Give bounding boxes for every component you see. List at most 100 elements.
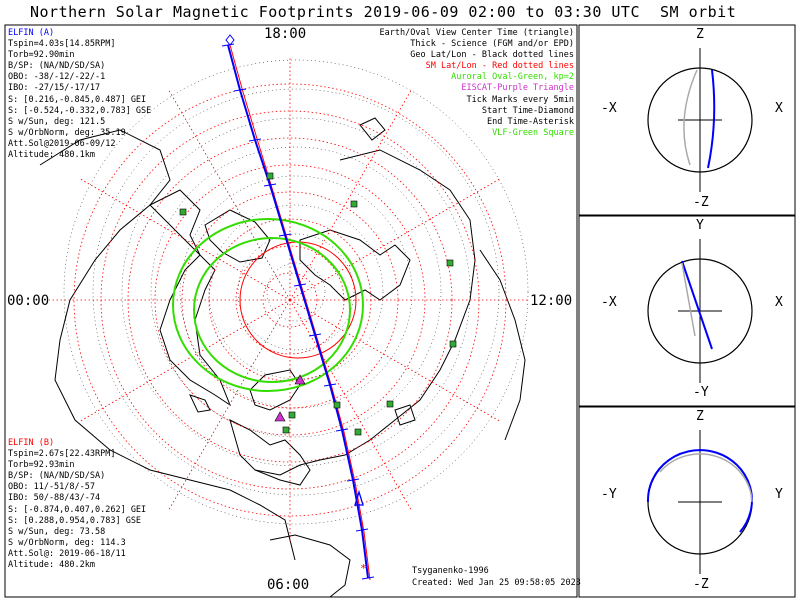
- end-asterisk: *: [360, 562, 367, 575]
- legend-entry: Start Time-Diamond: [481, 105, 574, 116]
- elfin-b-track: [229, 44, 371, 581]
- orbit1-top-label: Z: [696, 27, 704, 42]
- orbit3-left-label: -Y: [601, 487, 617, 502]
- coast-eurasia: [254, 149, 476, 476]
- sm-lon-line: [289, 299, 501, 422]
- vlf-station-square: [333, 401, 341, 409]
- coast-greenland: [204, 209, 271, 263]
- track-tick-mark: [361, 576, 375, 580]
- elfin-b-line: S: [-0.874,0.407,0.262] GEI: [8, 504, 147, 515]
- elfin-a-orbit: [707, 69, 716, 169]
- orbit3-right-label: Y: [775, 487, 783, 502]
- orbit2-bottom-label: -Y: [693, 385, 709, 400]
- sm-lon-line: [79, 299, 291, 422]
- elfin-a-line: S w/Sun, deg: 121.5: [8, 116, 106, 127]
- view-center-triangle: [354, 489, 364, 506]
- track-tick-mark: [323, 383, 337, 387]
- eiscat-triangle: [274, 411, 286, 422]
- orbit1-right-label: X: [775, 101, 783, 116]
- elfin-b-orbit: [681, 262, 696, 337]
- mlt-label-bottom: 06:00: [267, 577, 310, 593]
- elfin-b-line: S: [0.288,0.954,0.783] GSE: [8, 515, 142, 526]
- elfin-b-orbit: [659, 453, 753, 503]
- vlf-station-square: [179, 208, 187, 216]
- orbit2-left-label: -X: [601, 295, 617, 310]
- legend-entry: End Time-Asterisk: [487, 116, 574, 127]
- elfin-a-line: Att.Sol@2019-06-09/12: [8, 138, 116, 149]
- elfin-a-line: Tspin=4.03s[14.85RPM]: [8, 39, 116, 50]
- mlt-label-right: 12:00: [530, 293, 573, 309]
- mlt-label-top: 18:00: [264, 26, 307, 42]
- track-tick-mark: [221, 43, 235, 47]
- vlf-station-square: [449, 340, 457, 348]
- elfin-a-line: S: [-0.524,-0.332,0.783] GSE: [8, 105, 152, 116]
- track-tick-mark: [308, 333, 322, 337]
- elfin-b-line: Tspin=2.67s[22.43RPM]: [8, 449, 116, 460]
- sm-lat-ring: [127, 137, 453, 463]
- coast-scandinavia: [229, 419, 311, 486]
- elfin-b-line: Altitude: 480.2km: [8, 560, 95, 571]
- vlf-station-square: [350, 200, 358, 208]
- sm-lon-line: [289, 178, 501, 301]
- vlf-station-square: [288, 411, 296, 419]
- elfin-a-name: ELFIN (A): [8, 28, 55, 38]
- sm-lon-line: [168, 89, 291, 301]
- orbit-title: SM orbit: [660, 3, 737, 21]
- legend-entry: Tick Marks every 5min: [466, 94, 574, 105]
- elfin-a-line: OBO: -38/-12/-22/-1: [8, 72, 106, 83]
- legend-entry: Auroral Oval-Green, kp=2: [451, 72, 574, 83]
- orbit-panel-frame-2: [578, 215, 796, 407]
- eiscat-triangle: [294, 374, 306, 385]
- orbit3-bottom-label: -Z: [693, 577, 709, 592]
- coast-north-america: [39, 129, 296, 561]
- track-tick-mark: [293, 283, 307, 287]
- orbit2-top-label: Y: [696, 218, 704, 233]
- coast-asia-east: [479, 249, 526, 441]
- legend: Earth/Oval View Center Time (triangle) T…: [380, 28, 574, 139]
- elfin-a-line: Altitude: 480.1km: [8, 150, 95, 161]
- orbit2-right-label: X: [775, 295, 783, 310]
- map-title: Northern Solar Magnetic Footprints 2019-…: [30, 3, 640, 21]
- geo-lat-ring: [237, 233, 355, 351]
- start-diamond: [225, 34, 235, 46]
- orbit1-left-label: -X: [601, 101, 617, 116]
- elfin-b-line: OBO: 11/-51/8/-57: [8, 482, 95, 493]
- vlf-station-square: [354, 428, 362, 436]
- coast-africa: [269, 534, 351, 598]
- track-tick-mark: [355, 528, 369, 532]
- coast-europe: [249, 369, 301, 411]
- elfin-b-line: S w/Sun, deg: 73.58: [8, 526, 106, 537]
- coast-islands: [189, 117, 416, 426]
- coast-siberia: [299, 229, 411, 301]
- track-layer: [221, 43, 375, 581]
- sm-lat-ring: [235, 245, 345, 355]
- track-tick-mark: [248, 138, 262, 142]
- created-credit: Created: Wed Jan 25 09:58:05 2023: [412, 578, 581, 588]
- geo-lat-ring: [150, 146, 442, 438]
- legend-entry: VLF-Green Square: [492, 127, 574, 138]
- elfin-a-orbit: [646, 449, 753, 533]
- geo-lat-ring: [121, 117, 471, 467]
- track-tick-mark: [263, 183, 277, 187]
- legend-entry: SM Lat/Lon - Red dotted lines: [425, 61, 574, 72]
- sm-lon-line: [289, 299, 412, 511]
- coastlines: [39, 117, 526, 598]
- vlf-station-square: [446, 259, 454, 267]
- map-layer: *: [39, 34, 533, 598]
- sm-lat-ring: [262, 272, 318, 328]
- grid-layer: [47, 57, 533, 543]
- mlt-label-left: 00:00: [7, 293, 50, 309]
- elfin-a-line: S w/OrbNorm, deg: 35.19: [8, 127, 126, 138]
- auroral-oval-inner: [193, 237, 351, 383]
- sm-lon-line: [168, 299, 291, 511]
- legend-entry: Earth/Oval View Center Time (triangle): [379, 28, 574, 38]
- track-tick-mark: [278, 233, 292, 237]
- vlf-station-square: [282, 426, 290, 434]
- elfin-a-track: [227, 44, 369, 579]
- elfin-a-orbit: [681, 260, 713, 350]
- map-frame: [4, 24, 578, 598]
- marker-layer: *: [179, 34, 457, 575]
- elfin-b-line: IBO: 50/-88/43/-74: [8, 493, 101, 504]
- track-tick-mark: [335, 428, 349, 432]
